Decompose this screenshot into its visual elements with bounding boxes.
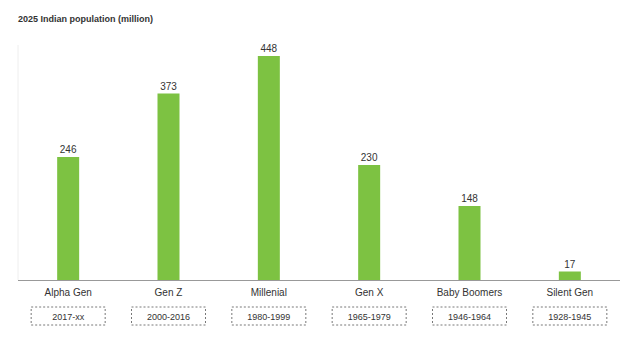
page: {"chart_data": {"type": "bar", "title": …	[0, 0, 640, 360]
bar	[57, 157, 79, 280]
bar	[459, 206, 481, 280]
period-label: 1946-1964	[448, 312, 491, 322]
data-label: 148	[461, 193, 478, 204]
period-label: 2017-xx	[52, 312, 85, 322]
x-tick-label: Silent Gen	[546, 287, 593, 298]
period-label: 1928-1945	[548, 312, 591, 322]
data-label: 246	[60, 144, 77, 155]
x-tick-label: Gen X	[355, 287, 384, 298]
x-tick-label: Millenial	[251, 287, 287, 298]
bar	[559, 272, 581, 281]
period-label: 2000-2016	[147, 312, 190, 322]
period-label: 1980-1999	[247, 312, 290, 322]
period-box	[232, 307, 306, 325]
bar	[258, 56, 280, 280]
chart-title: 2025 Indian population (million)	[18, 14, 153, 24]
bars	[57, 56, 581, 280]
x-axis-line	[18, 280, 620, 281]
y-axis-line	[18, 45, 19, 280]
period-box	[433, 307, 507, 325]
period-box	[132, 307, 206, 325]
data-label: 373	[160, 81, 177, 92]
bar	[158, 94, 180, 281]
data-label: 448	[260, 43, 277, 54]
period-label: 1965-1979	[348, 312, 391, 322]
period-box	[332, 307, 406, 325]
x-axis-labels: Alpha Gen 2017-xx Gen Z 2000-2016 Millenial 1…	[31, 287, 607, 325]
chart-svg: 2025 Indian population (million) 246 373 44…	[0, 0, 640, 360]
data-label: 17	[564, 259, 576, 270]
x-tick-label: Baby Boomers	[437, 287, 503, 298]
period-box	[31, 307, 105, 325]
chart-container: 2025 Indian population (million) 246 373 44…	[0, 0, 640, 360]
period-box	[533, 307, 607, 325]
x-tick-label: Alpha Gen	[45, 287, 92, 298]
bar	[358, 165, 380, 280]
x-tick-label: Gen Z	[155, 287, 183, 298]
data-label: 230	[361, 152, 378, 163]
data-labels: 246 373 448 230 148 17	[60, 43, 576, 270]
